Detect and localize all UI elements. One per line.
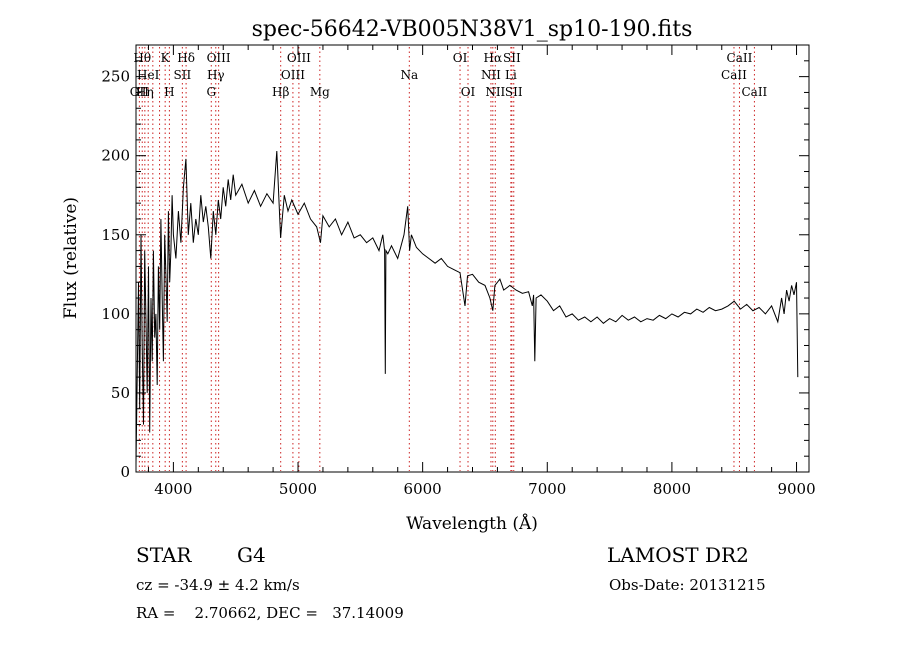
plot-frame — [135, 44, 810, 473]
spectral-line-markers — [138, 47, 755, 471]
y-tick-label: 250 — [101, 68, 130, 86]
y-tick-label: 0 — [120, 463, 130, 481]
spectral-line-label: Hθ — [133, 51, 151, 65]
obs-date-text: Obs-Date: 20131215 — [609, 576, 766, 594]
spectral-line-label: G — [206, 85, 216, 99]
spectral-line-label: SII — [503, 51, 521, 65]
x-axis-label: Wavelength (Å) — [406, 513, 538, 534]
series-layer — [135, 150, 799, 465]
spectral-line-label: Hγ — [207, 68, 225, 82]
class-label: STAR — [136, 543, 192, 567]
spectral-line-label: Na — [400, 68, 418, 82]
spectral-line-label: OII — [130, 85, 150, 99]
x-tick-label: 4000 — [154, 480, 192, 498]
redshift-text: cz = -34.9 ± 4.2 km/s — [136, 576, 300, 594]
spectral-line-label: K — [161, 51, 171, 65]
subclass-label: G4 — [237, 543, 266, 567]
spectral-line-label: Hα — [484, 51, 503, 65]
spectral-line-label: NII — [485, 85, 505, 99]
line-labels: OIIHθHηHeIKHSIIHδGHγOIIIHβOIIIOIIIMgNaOI… — [130, 51, 768, 99]
y-tick-label: 200 — [101, 147, 130, 165]
coords-text: RA = 2.70662, DEC = 37.14009 — [136, 604, 404, 622]
spectral-line-label: SII — [174, 68, 192, 82]
spectrum-line — [135, 150, 799, 465]
spectral-line-label: OIII — [207, 51, 231, 65]
y-tick-label: 100 — [101, 305, 130, 323]
y-tick-label: 50 — [111, 384, 130, 402]
x-tick-label: 6000 — [404, 480, 442, 498]
x-tick-label: 5000 — [279, 480, 317, 498]
spectral-line-label: OI — [461, 85, 476, 99]
x-tick-label: 8000 — [653, 480, 691, 498]
x-tick-label: 9000 — [777, 480, 815, 498]
spectral-line-label: OIII — [281, 68, 305, 82]
spectral-line-label: SII — [505, 85, 523, 99]
spectral-line-label: Li — [505, 68, 517, 82]
spectral-line-label: Mg — [310, 85, 330, 99]
spectral-line-label: HeI — [137, 68, 160, 82]
spectral-line-label: Hδ — [177, 51, 195, 65]
spectral-line-label: H — [164, 85, 174, 99]
x-tick-label: 7000 — [528, 480, 566, 498]
spectral-line-label: OI — [453, 51, 468, 65]
spectral-line-label: OIII — [287, 51, 311, 65]
spectral-line-label: CaII — [741, 85, 767, 99]
spectral-line-label: Hβ — [272, 85, 289, 99]
y-axis-label: Flux (relative) — [61, 197, 81, 319]
spectral-line-label: CaII — [721, 68, 747, 82]
survey-label: LAMOST DR2 — [607, 543, 749, 567]
spectral-line-label: NII — [481, 68, 501, 82]
spectral-line-label: CaII — [727, 51, 753, 65]
axes: 4000 5000 6000 7000 8000 9000 0 50 100 150 200 250 — [101, 44, 816, 498]
y-tick-label: 150 — [101, 226, 130, 244]
spectral-line-label: Hη — [136, 85, 154, 99]
chart-title: spec-56642-VB005N38V1_sp10-190.fits — [252, 17, 693, 42]
